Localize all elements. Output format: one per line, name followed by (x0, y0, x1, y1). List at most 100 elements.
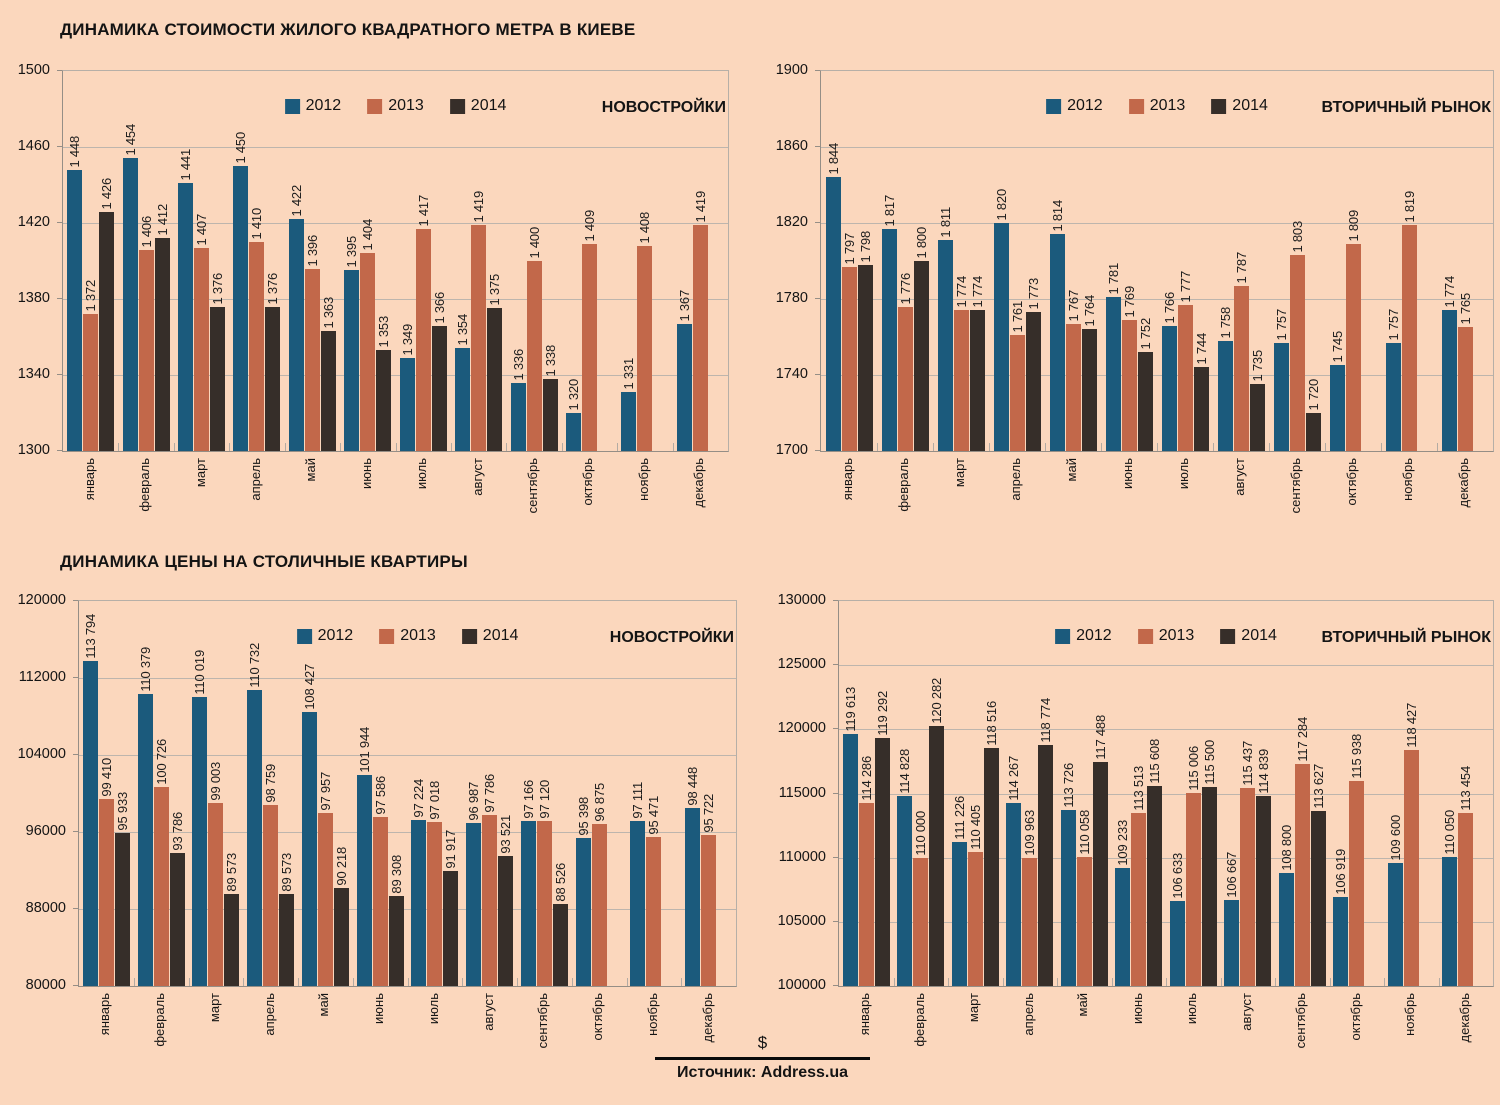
x-axis-tick (627, 978, 628, 986)
bar (1457, 327, 1473, 451)
bar-group: 1 395 (344, 71, 360, 451)
x-axis-label: август (1239, 993, 1254, 1031)
bar-group: 88 526 (552, 601, 568, 986)
bar-group: 97 018 (427, 601, 443, 986)
bar-group: 90 218 (333, 601, 349, 986)
y-axis-tick (833, 664, 838, 665)
x-axis-label: сентябрь (525, 458, 540, 514)
bar-group: 106 633 (1169, 601, 1185, 986)
chart-title: ДИНАМИКА ЦЕНЫ НА СТОЛИЧНЫЕ КВАРТИРЫ (60, 552, 468, 571)
bar-group: 1 412 (154, 71, 170, 451)
bar (630, 821, 646, 986)
bar (372, 817, 388, 986)
y-axis-tick (73, 600, 78, 601)
x-axis-tick (1166, 978, 1167, 986)
bar-value-label: 109 600 (1387, 815, 1403, 861)
bar-value-label: 89 308 (388, 855, 404, 894)
gridline (839, 665, 1493, 666)
bar (138, 250, 154, 451)
bar-group: 1 774 (1441, 71, 1457, 451)
x-axis-label: октябрь (1344, 458, 1359, 506)
bar (1137, 352, 1153, 451)
bar (301, 712, 317, 986)
bar-value-label: 1 781 (1105, 263, 1121, 295)
bar (969, 310, 985, 451)
bar (1441, 310, 1457, 451)
y-axis-label: 1340 (17, 366, 50, 382)
bar-value-label: 1 454 (122, 124, 138, 156)
x-axis-label: июнь (1120, 458, 1135, 489)
x-axis-tick (1384, 978, 1385, 986)
bar-group: 113 513 (1131, 601, 1147, 986)
bar-value-label: 1 720 (1305, 379, 1321, 411)
bar-value-label: 1 766 (1161, 292, 1177, 324)
x-axis-tick (174, 443, 175, 451)
bar (874, 738, 890, 986)
bar-group: 113 794 (82, 601, 98, 986)
x-axis-tick (948, 978, 949, 986)
legend-item: 2012 (1046, 97, 1103, 115)
legend-swatch-2014 (461, 628, 477, 644)
bar-value-label: 1 769 (1121, 286, 1137, 318)
bar-group: 1 814 (1049, 71, 1065, 451)
x-axis-tick (462, 978, 463, 986)
divider-line (655, 1057, 870, 1060)
y-axis-label: 104000 (17, 746, 66, 762)
bar-value-label: 117 488 (1092, 715, 1108, 760)
bar-value-label: 1 764 (1081, 295, 1097, 327)
x-axis-label: ноябрь (1402, 993, 1417, 1036)
bar (857, 265, 873, 451)
legend-item: 2014 (1220, 627, 1277, 645)
bar-value-label: 1 412 (154, 204, 170, 236)
bar-group: 99 003 (208, 601, 224, 986)
bar-value-label: 1 811 (937, 207, 953, 238)
bar-group: 95 398 (575, 601, 591, 986)
x-axis-tick (1101, 443, 1102, 451)
bar (317, 813, 333, 986)
bar-group: 1 353 (376, 71, 392, 451)
bar-group: 111 226 (951, 601, 967, 986)
bar-group: 1 817 (881, 71, 897, 451)
bar-group: 115 938 (1349, 601, 1365, 986)
y-axis-label: 1420 (17, 214, 50, 230)
bar-group: 1 798 (857, 71, 873, 451)
bar-value-label: 110 050 (1442, 810, 1458, 855)
bar-value-label: 98 448 (685, 767, 701, 806)
bar-value-label: 1 803 (1289, 221, 1305, 253)
bar-group: 1 787 (1233, 71, 1249, 451)
x-axis-label: март (193, 458, 208, 488)
bar-value-label: 114 839 (1256, 749, 1272, 794)
bar (993, 223, 1009, 451)
legend: 2012 2013 2014 (284, 97, 506, 115)
y-axis-label: 110000 (778, 849, 826, 865)
bar-value-label: 101 944 (356, 727, 372, 773)
bar-group: 1 752 (1137, 71, 1153, 451)
bar-group: 1 417 (415, 71, 431, 451)
x-axis-label: апрель (248, 458, 263, 501)
bar-value-label: 90 218 (333, 847, 349, 886)
legend-swatch-2013 (379, 628, 395, 644)
bar-group: 114 828 (897, 601, 913, 986)
bar (1385, 343, 1401, 451)
bar-group: 1 450 (233, 71, 249, 451)
bar-group: 1 320 (565, 71, 581, 451)
gridline (63, 223, 728, 224)
gridline (79, 909, 736, 910)
bar-value-label: 118 516 (983, 701, 999, 746)
bar (1403, 750, 1419, 986)
bar (122, 158, 138, 451)
bar-value-label: 1 776 (897, 273, 913, 305)
bar-value-label: 93 786 (169, 812, 185, 851)
bar-group: 1 375 (487, 71, 503, 451)
x-axis-label: август (470, 458, 485, 496)
legend-swatch-2014 (1211, 98, 1227, 114)
bar-value-label: 1 809 (1345, 210, 1361, 242)
bar (1105, 297, 1121, 451)
bar-group: 1 765 (1457, 71, 1473, 451)
x-axis-tick (506, 443, 507, 451)
x-axis-tick (933, 443, 934, 451)
bar (953, 310, 969, 451)
bar (415, 229, 431, 451)
bar (1201, 787, 1217, 986)
legend-swatch-2012 (1046, 98, 1062, 114)
